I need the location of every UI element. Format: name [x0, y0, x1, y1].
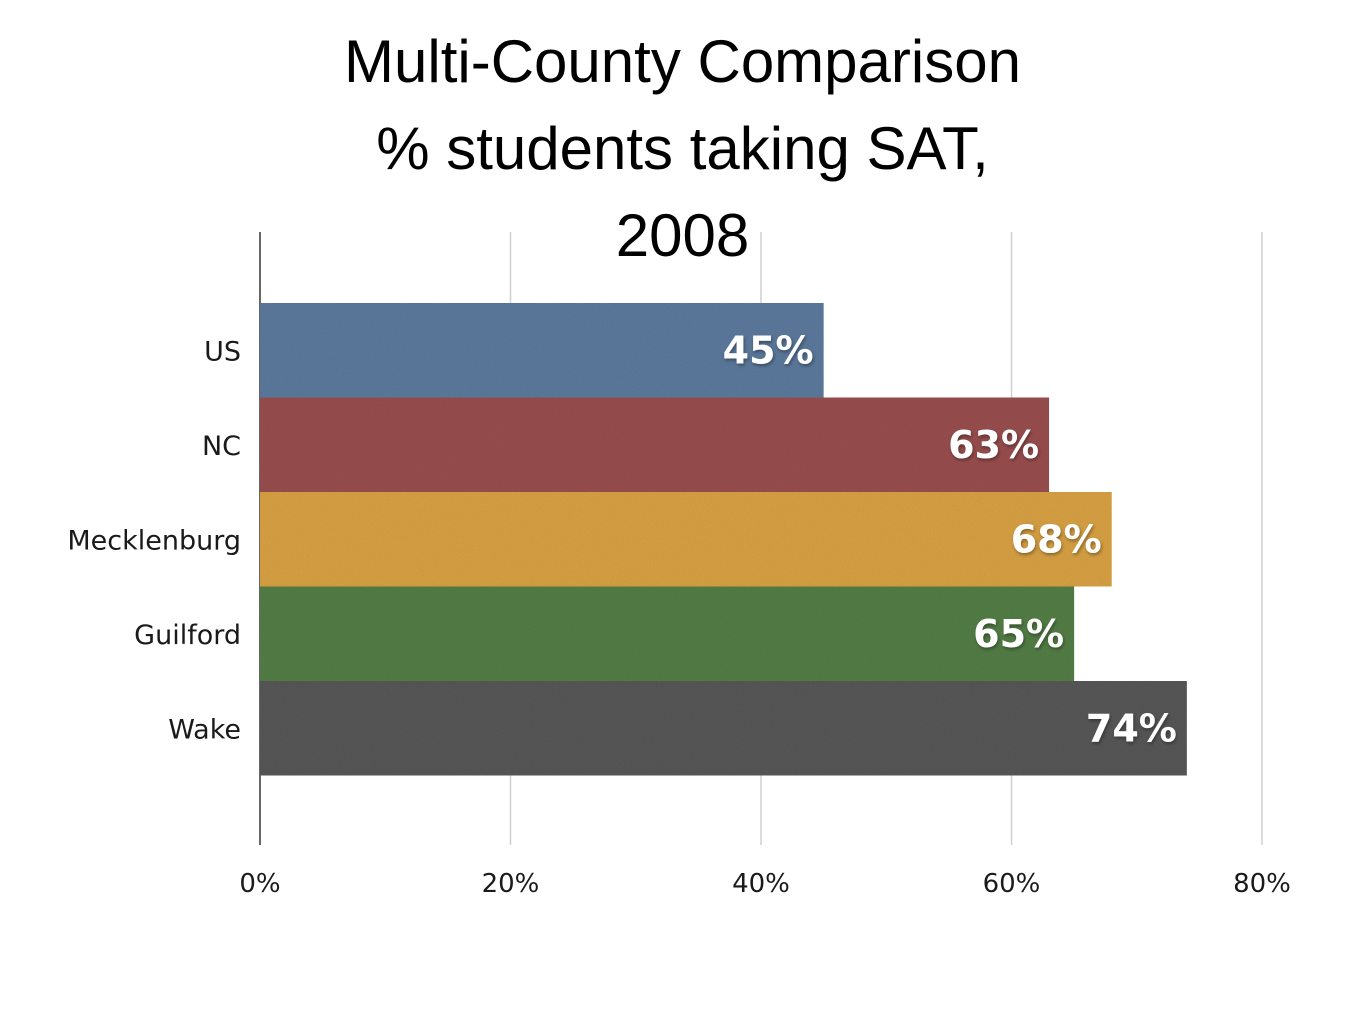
x-tick-label: 60% [983, 869, 1041, 899]
category-label: Wake [168, 714, 241, 745]
chart-title-line-1: Multi-County Comparison [344, 28, 1021, 95]
x-tick-label: 40% [732, 869, 790, 899]
category-label: Mecklenburg [67, 525, 241, 556]
bar-value-label: 74% [1086, 706, 1177, 750]
x-tick-label: 0% [239, 869, 280, 899]
category-label: Guilford [134, 620, 241, 651]
bar [260, 681, 1187, 776]
bar-value-label: 63% [948, 423, 1039, 467]
bar [260, 492, 1112, 587]
chart-title-line-3: 2008 [615, 202, 750, 269]
bar-value-label: 45% [723, 328, 814, 372]
bar [260, 303, 824, 398]
x-tick-label: 20% [482, 869, 540, 899]
x-tick-label: 80% [1233, 869, 1291, 899]
category-label: NC [202, 431, 241, 462]
chart-title: Multi-County Comparison % students takin… [0, 18, 1365, 279]
bar [260, 397, 1050, 492]
bar [260, 586, 1075, 681]
chart-title-line-2: % students taking SAT, [376, 115, 989, 182]
category-label: US [204, 336, 241, 367]
bar-value-label: 68% [1011, 517, 1102, 561]
bar-value-label: 65% [973, 612, 1064, 656]
